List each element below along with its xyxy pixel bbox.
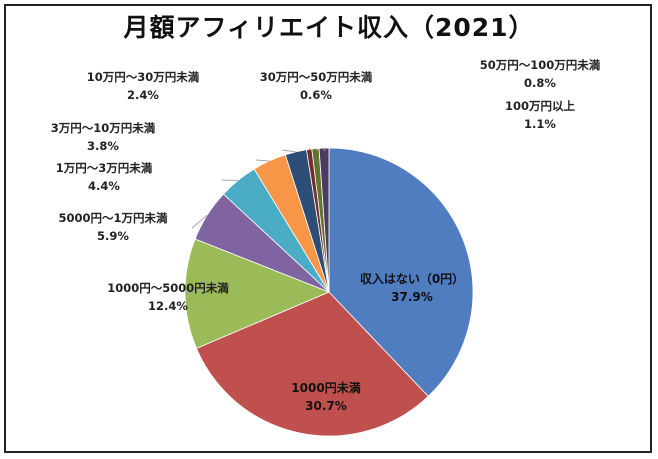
leader-line-5 bbox=[255, 159, 270, 162]
slice-label-8: 50万円～100万円未満 bbox=[480, 58, 601, 72]
leader-line-3 bbox=[191, 214, 208, 229]
pie-slices bbox=[184, 147, 474, 437]
slice-label-7: 30万円～50万円未満 bbox=[260, 70, 373, 84]
slice-value-0: 37.9% bbox=[391, 290, 433, 304]
slice-label-2: 1000円～5000円未満 bbox=[107, 281, 229, 295]
slice-value-3: 5.9% bbox=[97, 229, 129, 243]
slice-label-4: 1万円～3万円未満 bbox=[56, 161, 153, 175]
slice-value-1: 30.7% bbox=[305, 399, 347, 413]
leader-line-7 bbox=[308, 147, 311, 150]
slice-value-4: 4.4% bbox=[88, 179, 120, 193]
pie-slice-0 bbox=[328, 147, 474, 397]
leader-line-2 bbox=[184, 282, 223, 295]
leader-line-6 bbox=[281, 149, 296, 153]
slice-label-1: 1000円未満 bbox=[291, 380, 360, 395]
slice-value-7: 0.6% bbox=[300, 88, 332, 102]
slice-label-6: 10万円～30万円未満 bbox=[87, 70, 200, 84]
slice-label-5: 3万円～10万円未満 bbox=[51, 121, 156, 135]
pie-slice-9 bbox=[318, 147, 330, 293]
leader-line-8 bbox=[315, 148, 319, 151]
slice-value-2: 12.4% bbox=[148, 299, 188, 313]
leader-lines bbox=[184, 147, 326, 295]
leader-line-9 bbox=[323, 147, 326, 152]
slice-label-9: 100万円以上 bbox=[505, 99, 576, 113]
pie-slice-1 bbox=[195, 291, 429, 437]
chart-title: 月額アフィリエイト収入（2021） bbox=[123, 13, 535, 42]
slice-labels: 収入はない（0円） 37.9% 1000円未満 30.7% 1000円～5000円未満 1… bbox=[51, 58, 601, 413]
slice-label-0: 収入はない（0円） bbox=[360, 271, 464, 286]
slice-label-3: 5000円～1万円未満 bbox=[58, 211, 168, 225]
slice-value-5: 3.8% bbox=[87, 139, 119, 153]
slice-value-8: 0.8% bbox=[524, 76, 556, 90]
slice-value-6: 2.4% bbox=[127, 88, 159, 102]
slice-value-9: 1.1% bbox=[524, 117, 556, 131]
